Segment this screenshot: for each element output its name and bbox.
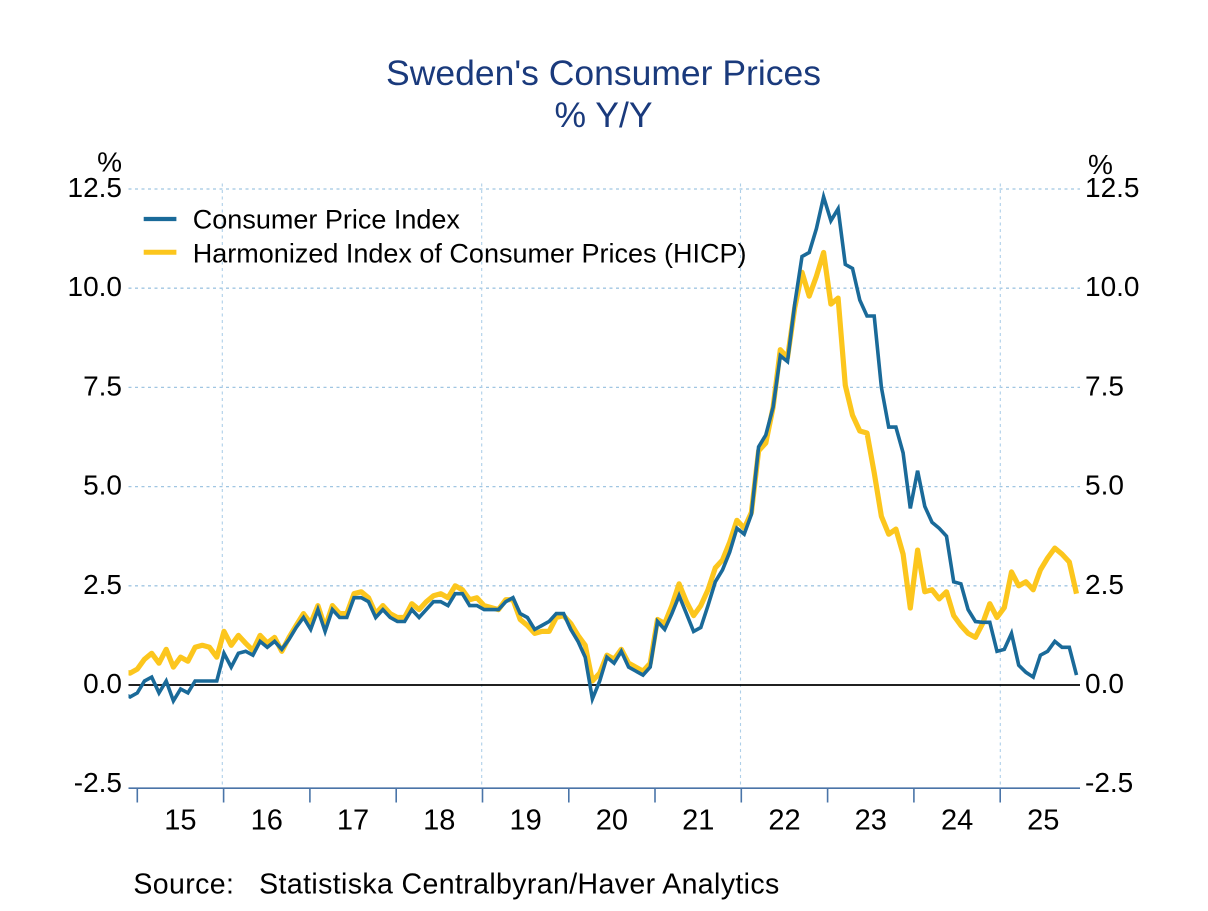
svg-text:5.0: 5.0 <box>1085 470 1124 501</box>
svg-text:% Y/Y: % Y/Y <box>554 95 652 135</box>
svg-text:-2.5: -2.5 <box>74 767 122 798</box>
svg-text:19: 19 <box>509 805 541 837</box>
svg-text:16: 16 <box>251 805 283 837</box>
svg-text:2.5: 2.5 <box>83 569 122 600</box>
svg-text:10.0: 10.0 <box>68 271 123 302</box>
svg-text:Source: Statistiska Centralb: Source: Statistiska Centralbyran/Haver A… <box>133 869 779 901</box>
svg-text:21: 21 <box>682 805 714 837</box>
svg-text:22: 22 <box>768 805 800 837</box>
svg-text:Harmonized Index of Consumer P: Harmonized Index of Consumer Prices (HIC… <box>193 239 747 269</box>
svg-text:15: 15 <box>164 805 196 837</box>
svg-text:0.0: 0.0 <box>83 668 122 699</box>
svg-text:%: % <box>97 147 122 178</box>
svg-text:12.5: 12.5 <box>68 172 123 203</box>
svg-text:17: 17 <box>337 805 369 837</box>
svg-text:24: 24 <box>941 805 973 837</box>
svg-text:Consumer Price Index: Consumer Price Index <box>193 205 461 235</box>
svg-text:7.5: 7.5 <box>1085 370 1124 401</box>
svg-text:-2.5: -2.5 <box>1085 767 1133 798</box>
svg-text:23: 23 <box>855 805 887 837</box>
svg-text:2.5: 2.5 <box>1085 569 1124 600</box>
svg-text:Sweden's Consumer Prices: Sweden's Consumer Prices <box>386 53 821 93</box>
svg-text:0.0: 0.0 <box>1085 668 1124 699</box>
svg-text:18: 18 <box>423 805 455 837</box>
svg-text:7.5: 7.5 <box>83 370 122 401</box>
svg-text:10.0: 10.0 <box>1085 271 1140 302</box>
svg-text:12.5: 12.5 <box>1085 172 1140 203</box>
svg-text:%: % <box>1088 149 1113 180</box>
svg-text:5.0: 5.0 <box>83 470 122 501</box>
svg-text:25: 25 <box>1027 805 1059 837</box>
svg-text:20: 20 <box>596 805 628 837</box>
